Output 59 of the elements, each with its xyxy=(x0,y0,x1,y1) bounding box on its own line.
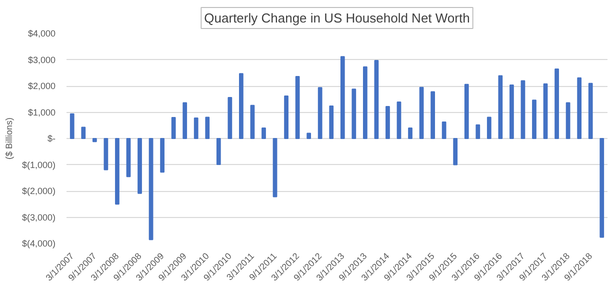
bar xyxy=(577,77,582,139)
bar xyxy=(115,138,120,205)
bar xyxy=(532,100,536,139)
bar xyxy=(498,75,503,139)
y-tick-label: $3,000 xyxy=(28,54,56,65)
bar xyxy=(566,102,570,139)
y-tick-label: $2,000 xyxy=(28,81,56,91)
y-tick-label: $(4,000) xyxy=(22,238,56,248)
bar xyxy=(148,138,154,240)
bar xyxy=(216,138,221,165)
chart-title: Quarterly Change in US Household Net Worth xyxy=(204,10,470,26)
bar xyxy=(194,118,198,139)
bar xyxy=(171,117,176,139)
bar xyxy=(543,83,548,139)
bar xyxy=(419,86,424,139)
bar xyxy=(205,116,210,139)
bar xyxy=(250,104,255,139)
y-tick-label: $4,000 xyxy=(28,28,56,38)
bar xyxy=(396,102,402,139)
bar xyxy=(600,138,604,238)
bar xyxy=(92,138,97,142)
y-tick-label: $(2,000) xyxy=(22,186,56,196)
bar xyxy=(340,56,345,139)
bar xyxy=(228,97,232,139)
bar xyxy=(352,88,356,139)
y-tick-label: $- xyxy=(48,134,56,144)
bar xyxy=(81,126,86,139)
bar xyxy=(318,87,322,139)
bar xyxy=(272,138,278,198)
bar xyxy=(104,138,108,170)
bar xyxy=(520,80,526,139)
bar xyxy=(588,82,593,139)
bar xyxy=(329,105,334,139)
bar xyxy=(430,91,435,139)
bar xyxy=(239,73,244,139)
y-tick-label: $(1,000) xyxy=(22,160,56,170)
bar xyxy=(126,138,131,178)
bar xyxy=(510,84,514,139)
bar xyxy=(182,102,188,139)
bar xyxy=(284,95,288,139)
bar xyxy=(386,106,390,139)
bar xyxy=(486,116,492,139)
bar xyxy=(374,60,379,139)
y-axis-title: ($ Billions) xyxy=(4,117,14,160)
bar xyxy=(554,68,559,139)
bar xyxy=(138,138,142,194)
bar xyxy=(453,138,458,166)
bar xyxy=(476,124,480,139)
bar xyxy=(362,66,368,139)
bar xyxy=(306,132,312,139)
bar xyxy=(70,113,74,139)
bar xyxy=(464,84,469,139)
bar xyxy=(442,121,446,139)
y-tick-label: $1,000 xyxy=(28,107,56,118)
bar xyxy=(295,76,300,139)
bar xyxy=(160,138,164,173)
bar xyxy=(408,128,412,139)
y-tick-label: $(3,000) xyxy=(22,212,56,222)
bar xyxy=(262,128,266,139)
